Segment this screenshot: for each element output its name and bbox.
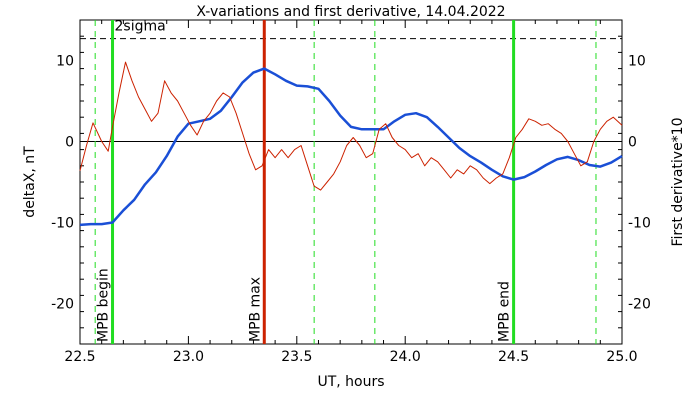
y-axis-label-right: First derivative*10 <box>670 117 686 246</box>
y-tick-label-left: 0 <box>65 135 74 151</box>
sigma-label: 2sigma <box>115 19 166 35</box>
y-tick-label-left: -20 <box>51 297 74 313</box>
x-tick-label: 24.0 <box>390 349 421 365</box>
labels-layer: 22.5 23.0 23.5 24.0 24.5 25.0 -20 -20 -10 -10 0 0 10… <box>51 54 651 366</box>
y-axis-label-left: deltaX, nT <box>22 146 38 218</box>
y-tick-label-right: 0 <box>628 135 637 151</box>
x-axis-label: UT, hours <box>317 374 384 390</box>
lines-layer <box>79 61 623 227</box>
y-tick-label-right: -20 <box>628 297 651 313</box>
x-tick-label: 22.5 <box>64 349 95 365</box>
markers-layer: MPB begin MPB max MPB end <box>94 20 597 344</box>
x-tick-label: 23.5 <box>281 349 312 365</box>
marker-label: MPB begin <box>96 268 112 342</box>
x-tick-label: 25.0 <box>606 349 637 365</box>
y-tick-label-left: 10 <box>56 54 74 70</box>
marker-label: MPB end <box>497 281 513 342</box>
chart-title: X-variations and first derivative, 14.04… <box>196 4 505 20</box>
marker-label: MPB max <box>247 277 263 342</box>
y-tick-label-left: -10 <box>51 216 74 232</box>
y-tick-label-right: -10 <box>628 216 651 232</box>
series-line-deltax <box>79 67 623 227</box>
x-tick-label: 23.0 <box>173 349 204 365</box>
series-line-derivative <box>79 61 623 191</box>
x-tick-label: 24.5 <box>498 349 529 365</box>
ticks-layer <box>79 19 623 345</box>
plot-frame <box>79 19 623 345</box>
y-tick-label-right: 10 <box>628 54 646 70</box>
